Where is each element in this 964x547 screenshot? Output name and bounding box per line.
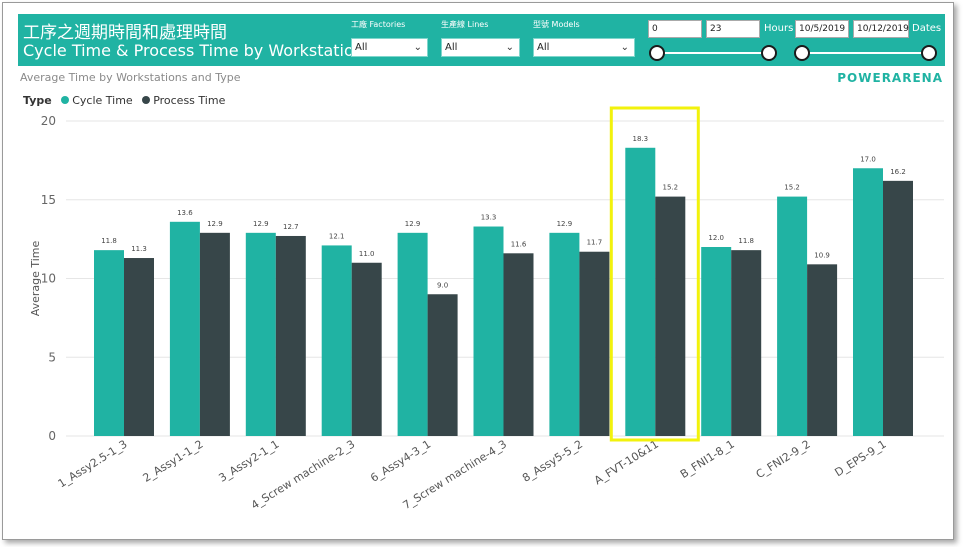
bar-process-time[interactable] [731, 250, 762, 436]
chart-legend: Type Cycle Time Process Time [23, 94, 225, 107]
bar-cycle-time[interactable] [94, 250, 124, 436]
date-from-input[interactable]: 10/5/2019 [795, 20, 849, 38]
data-label: 11.8 [738, 237, 754, 245]
data-label: 11.8 [101, 237, 117, 245]
data-label: 13.3 [481, 214, 497, 222]
data-label: 12.1 [329, 232, 345, 240]
bar-cycle-time[interactable] [321, 245, 352, 436]
legend-label-process[interactable]: Process Time [153, 94, 226, 107]
bar-process-time[interactable] [351, 262, 382, 436]
bar-cycle-time[interactable] [245, 232, 276, 436]
legend-title: Type [23, 94, 52, 107]
bar-cycle-time[interactable] [701, 247, 732, 436]
data-label: 12.0 [708, 234, 724, 242]
data-label: 9.0 [437, 281, 448, 289]
data-label: 11.0 [359, 250, 375, 258]
chart-subtitle: Average Time by Workstations and Type [20, 71, 241, 84]
data-label: 12.9 [253, 220, 269, 228]
legend-swatch-process [142, 96, 151, 104]
factories-select[interactable]: All ⌄ [351, 38, 428, 57]
hours-from-input[interactable]: 0 [648, 20, 702, 38]
data-label: 12.9 [207, 220, 223, 228]
bar-cycle-time[interactable] [169, 221, 200, 436]
bar-process-time[interactable] [275, 235, 306, 436]
data-label: 12.9 [557, 220, 573, 228]
bar-process-time[interactable] [503, 253, 534, 436]
bar-cycle-time[interactable] [397, 232, 428, 436]
x-tick-label: 2_Assy1-1_2 [141, 438, 206, 485]
dates-slider-end-handle[interactable] [921, 45, 937, 61]
title-chinese: 工序之週期時間和處理時間 [23, 23, 227, 43]
bar-cycle-time[interactable] [473, 226, 504, 436]
hours-slider-end-handle[interactable] [761, 45, 777, 61]
x-tick-label: 6_Assy4-3_1 [368, 438, 433, 485]
y-tick-label: 5 [48, 350, 56, 364]
title-english: Cycle Time & Process Time by Workstation… [23, 41, 373, 60]
legend-swatch-cycle [61, 96, 70, 104]
lines-label: 生產線 Lines [441, 20, 489, 29]
data-label: 16.2 [890, 168, 906, 176]
models-select[interactable]: All ⌄ [533, 38, 635, 57]
x-tick-label: B_FNI1-8_1 [678, 438, 737, 482]
dates-slider-track[interactable] [803, 52, 930, 54]
y-tick-label: 0 [48, 429, 56, 443]
x-tick-label: 3_Assy2-1_1 [216, 438, 281, 485]
bar-process-time[interactable] [199, 232, 230, 436]
bar-process-time[interactable] [655, 196, 686, 436]
hours-slider-track[interactable] [658, 52, 769, 54]
y-tick-label: 15 [41, 193, 56, 207]
bar-process-time[interactable] [807, 264, 838, 436]
data-label: 15.2 [663, 184, 679, 192]
y-tick-label: 10 [41, 272, 56, 286]
data-label: 17.0 [860, 155, 876, 163]
brand-logo: POWERARENA [837, 71, 943, 85]
data-label: 12.7 [283, 223, 299, 231]
x-tick-label: D_EPS-9_1 [833, 438, 889, 480]
x-tick-label: 8_Assy5-5_2 [520, 438, 585, 485]
legend-label-cycle[interactable]: Cycle Time [72, 94, 133, 107]
highlight-box [609, 106, 700, 442]
data-label: 18.3 [633, 135, 649, 143]
y-axis-label: Average Time [29, 240, 42, 316]
lines-select[interactable]: All ⌄ [441, 38, 520, 57]
chevron-down-icon: ⌄ [505, 42, 514, 53]
dates-slider-start-handle[interactable] [794, 45, 810, 61]
hours-to-input[interactable]: 23 [706, 20, 760, 38]
bar-cycle-time[interactable] [549, 232, 580, 436]
chevron-down-icon: ⌄ [620, 42, 629, 53]
data-label: 10.9 [814, 251, 830, 259]
factories-label: 工廠 Factories [351, 20, 406, 29]
chevron-down-icon: ⌄ [413, 42, 422, 53]
data-label: 11.3 [131, 245, 147, 253]
bar-cycle-time[interactable] [625, 147, 656, 436]
models-value: All [537, 42, 550, 53]
bar-process-time[interactable] [883, 180, 913, 436]
hours-slider-start-handle[interactable] [649, 45, 665, 61]
bar-cycle-time[interactable] [777, 196, 808, 436]
date-to-input[interactable]: 10/12/2019 [853, 20, 909, 38]
lines-value: All [445, 42, 458, 53]
data-label: 15.2 [784, 184, 800, 192]
data-label: 12.9 [405, 220, 421, 228]
data-label: 11.7 [587, 239, 603, 247]
x-tick-label: 1_Assy2.5-1_3 [56, 438, 130, 491]
factories-value: All [355, 42, 368, 53]
x-tick-label: A_FVT-10&11 [592, 438, 661, 488]
bar-cycle-time[interactable] [853, 168, 883, 436]
dates-label: Dates [912, 23, 942, 34]
models-label: 型號 Models [533, 20, 580, 29]
hours-label: Hours [764, 23, 794, 34]
data-label: 13.6 [177, 209, 193, 217]
data-label: 11.6 [511, 240, 527, 248]
y-tick-label: 20 [41, 114, 56, 128]
bar-process-time[interactable] [124, 258, 154, 436]
bar-process-time[interactable] [427, 294, 458, 436]
x-tick-label: C_FNI2-9_2 [754, 438, 813, 482]
bar-process-time[interactable] [579, 251, 610, 436]
header-bar: 工序之週期時間和處理時間 Cycle Time & Process Time b… [18, 14, 945, 66]
